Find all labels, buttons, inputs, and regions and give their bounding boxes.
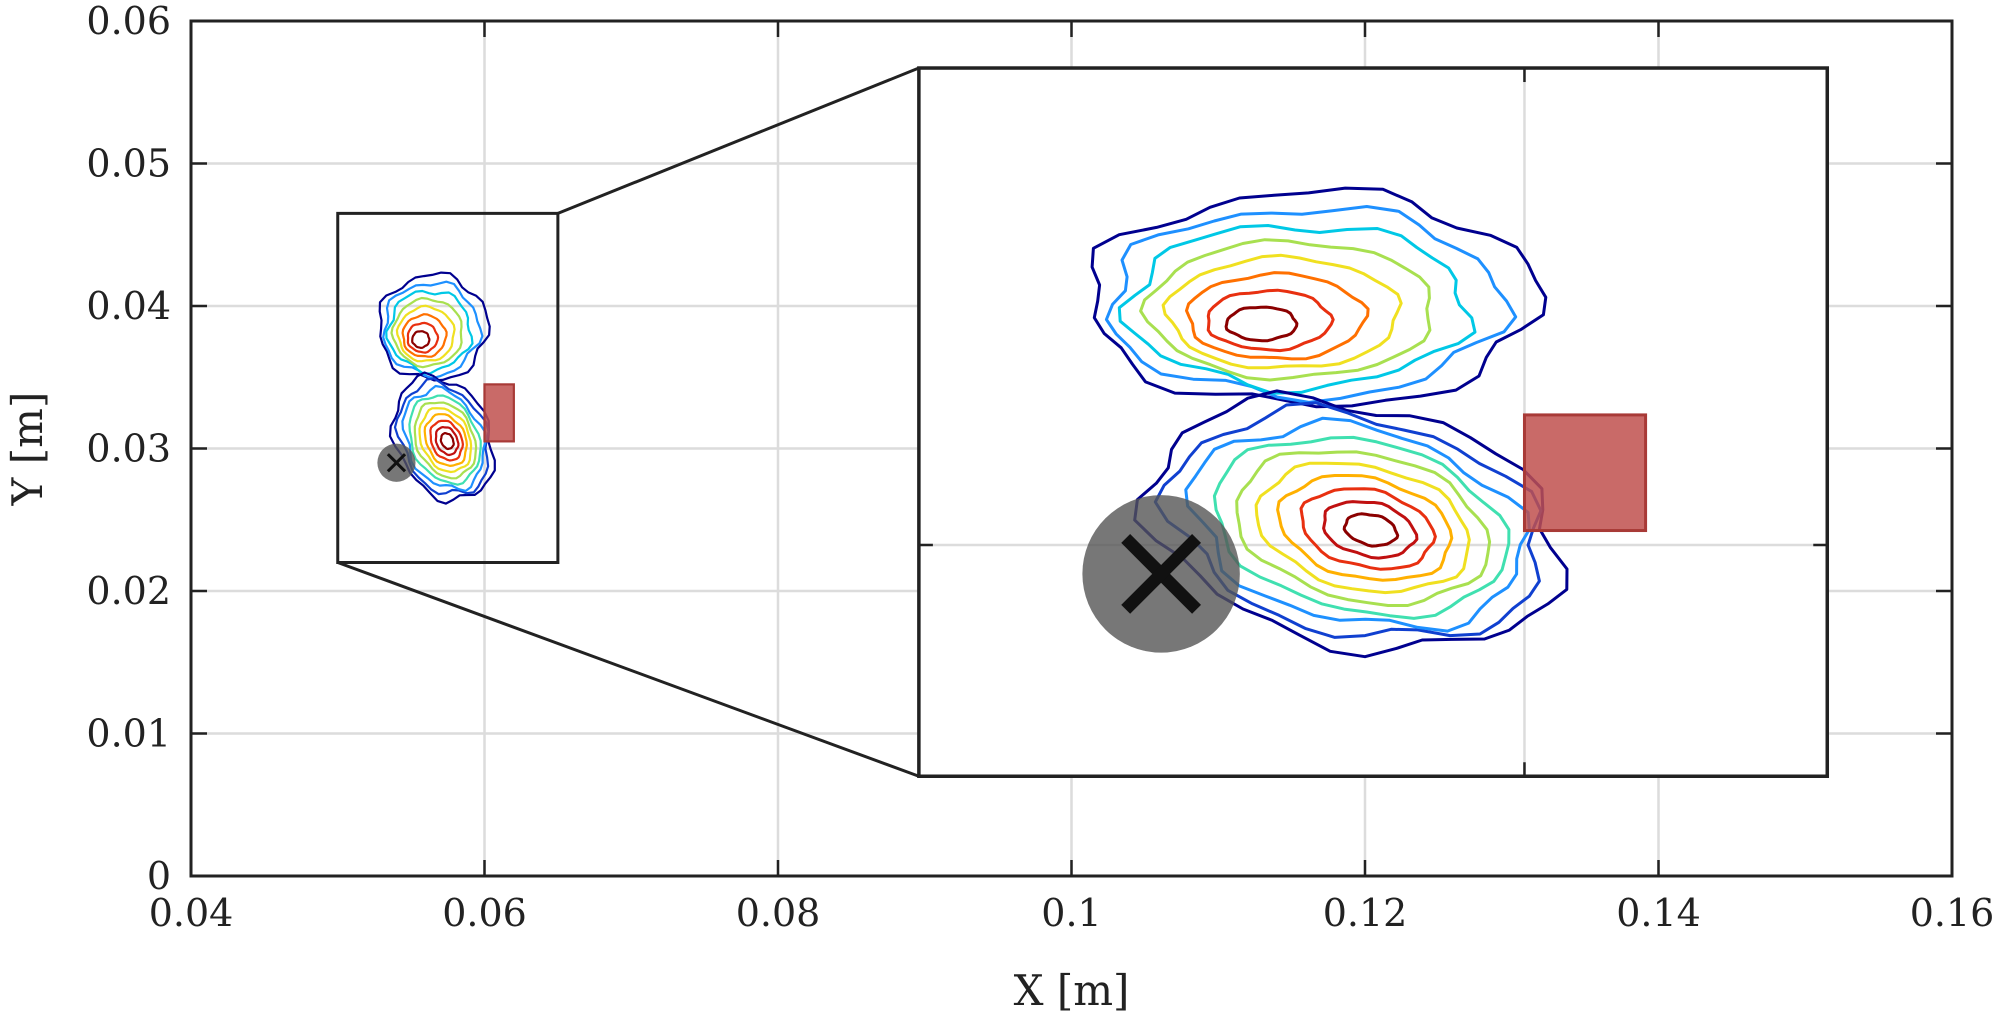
tick-labels: 0.04 0.06 0.08 0.1 0.12 0.14 0.16 0 0.01 0.02 0.03… [86,0,1994,935]
y-tick-label: 0.05 [86,142,171,186]
main-lower-contour-level [429,419,464,462]
y-tick-label: 0.04 [86,284,171,328]
main-lower-contour-level [434,426,460,457]
x-tick-label: 0.14 [1616,891,1701,935]
main-upper-contour-level [382,280,484,380]
inset-upper-contour-level [1117,224,1477,395]
inset-lower-contour-level [1254,461,1471,595]
zoom-connector-lower [337,561,920,778]
inset-upper-contour-level [1185,271,1370,361]
inset-upper-contour-level [1104,205,1518,404]
inset-red-rectangle [1522,413,1648,533]
x-tick-label: 0.08 [736,891,821,935]
inset-lower-contour-level [1342,512,1400,548]
x-tick-label: 0.04 [149,891,234,935]
inset-lower-contour-level [1276,474,1454,582]
y-tick-label: 0.03 [86,427,171,471]
inset-upper-contour-level [1224,305,1299,343]
y-axis-label: Y [m] [3,392,52,507]
main-lower-contour-level [413,401,478,480]
main-upper-contour-level [390,296,463,369]
main-upper-contour-level [378,271,491,382]
main-lower-contour-level [439,432,455,451]
inset-lower-contour-level [1235,450,1492,607]
y-tick-label: 0 [147,854,171,898]
x-axis-label: X [m] [1014,966,1130,1015]
x-tick-label: 0.1 [1041,891,1101,935]
zoom-inset [917,66,1830,778]
zoom-source-box [336,211,560,564]
zoom-connector-lines [336,66,920,778]
inset-x-mark-stroke [1121,534,1201,614]
zoom-connector-upper [557,66,920,215]
main-plot-content [377,271,515,505]
main-upper-contour-level [401,313,448,358]
inset-lower-contour-level [1322,500,1419,560]
inset-upper-contour-level [1206,288,1335,353]
inset-upper-contour-level [1139,238,1432,382]
inset-upper-contour-level [1161,253,1403,370]
main-upper-contour-level [395,304,456,363]
y-tick-label: 0.01 [86,712,171,756]
main-x-mark-stroke [386,453,407,473]
inset-upper-contour-level [1090,186,1548,409]
main-upper-contour-level [385,289,474,375]
inset-lower-contour-level [1299,487,1437,571]
inset-frame [917,66,1830,778]
x-tick-label: 0.16 [1910,891,1995,935]
main-lower-contour-level [408,394,482,486]
main-red-rectangle [483,383,515,443]
y-tick-label: 0.06 [86,0,171,43]
main-upper-contour-level [411,330,431,349]
axes-frame [189,19,1954,878]
main-lower-contour-level [418,407,473,474]
inset-content [918,68,1828,777]
y-tick-label: 0.02 [86,569,171,613]
x-tick-label: 0.06 [442,891,527,935]
main-lower-contour-level [423,413,468,467]
x-tick-label: 0.12 [1323,891,1408,935]
main-upper-contour-level [406,321,440,354]
